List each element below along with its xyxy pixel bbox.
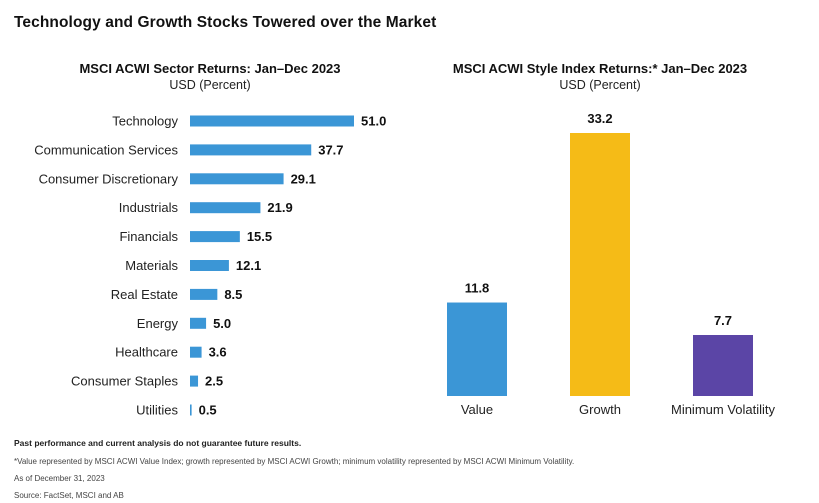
sector-bar	[190, 231, 240, 243]
sector-value-label: 8.5	[224, 287, 242, 302]
footer-disclaimer: Past performance and current analysis do…	[14, 438, 302, 448]
footer-as-of: As of December 31, 2023	[14, 474, 105, 483]
sector-bar	[190, 115, 354, 127]
sector-value-label: 5.0	[213, 316, 231, 331]
sector-category-label: Financials	[119, 229, 178, 244]
sector-category-label: Technology	[112, 114, 178, 129]
footer-source: Source: FactSet, MSCI and AB	[14, 491, 124, 500]
style-category-label: Value	[461, 402, 493, 417]
sector-category-label: Communication Services	[34, 142, 178, 157]
sector-category-label: Utilities	[136, 403, 178, 418]
sector-value-label: 51.0	[361, 114, 386, 129]
sector-bar	[190, 260, 229, 271]
style-bar	[447, 302, 507, 396]
sector-category-label: Industrials	[119, 200, 179, 215]
style-value-label: 33.2	[587, 111, 612, 126]
sector-category-label: Materials	[125, 258, 178, 273]
sector-category-label: Consumer Staples	[71, 374, 178, 389]
sector-value-label: 37.7	[318, 142, 343, 157]
sector-bar	[190, 346, 202, 358]
sector-value-label: 15.5	[247, 229, 272, 244]
footer-note: *Value represented by MSCI ACWI Value In…	[14, 457, 575, 466]
sector-bar	[190, 202, 261, 214]
sector-value-label: 3.6	[209, 345, 227, 360]
page-title: Technology and Growth Stocks Towered ove…	[14, 14, 437, 31]
style-category-label: Growth	[579, 402, 621, 417]
sector-bar	[190, 317, 207, 329]
sector-category-label: Healthcare	[115, 345, 178, 360]
sector-value-label: 12.1	[236, 258, 261, 273]
sector-value-label: 21.9	[267, 200, 292, 215]
sector-category-label: Energy	[137, 316, 179, 331]
sector-category-label: Consumer Discretionary	[39, 171, 179, 186]
sector-bar	[190, 404, 192, 416]
style-category-label: Minimum Volatility	[671, 402, 776, 417]
sector-category-label: Real Estate	[111, 287, 178, 302]
style-bar	[693, 335, 753, 396]
sector-value-label: 2.5	[205, 374, 223, 389]
sector-chart-subtitle: USD (Percent)	[169, 78, 251, 92]
sector-value-label: 0.5	[199, 403, 217, 418]
sector-bar	[190, 288, 218, 300]
style-bar	[570, 133, 630, 396]
style-value-label: 11.8	[465, 281, 490, 296]
style-value-label: 7.7	[714, 313, 732, 328]
sector-bar	[190, 173, 284, 185]
sector-bar	[190, 375, 199, 387]
sector-value-label: 29.1	[291, 171, 316, 186]
style-chart-subtitle: USD (Percent)	[559, 78, 641, 92]
sector-chart-title: MSCI ACWI Sector Returns: Jan–Dec 2023	[79, 61, 341, 76]
style-chart-title: MSCI ACWI Style Index Returns:* Jan–Dec …	[452, 61, 748, 76]
sector-bar	[190, 144, 312, 156]
